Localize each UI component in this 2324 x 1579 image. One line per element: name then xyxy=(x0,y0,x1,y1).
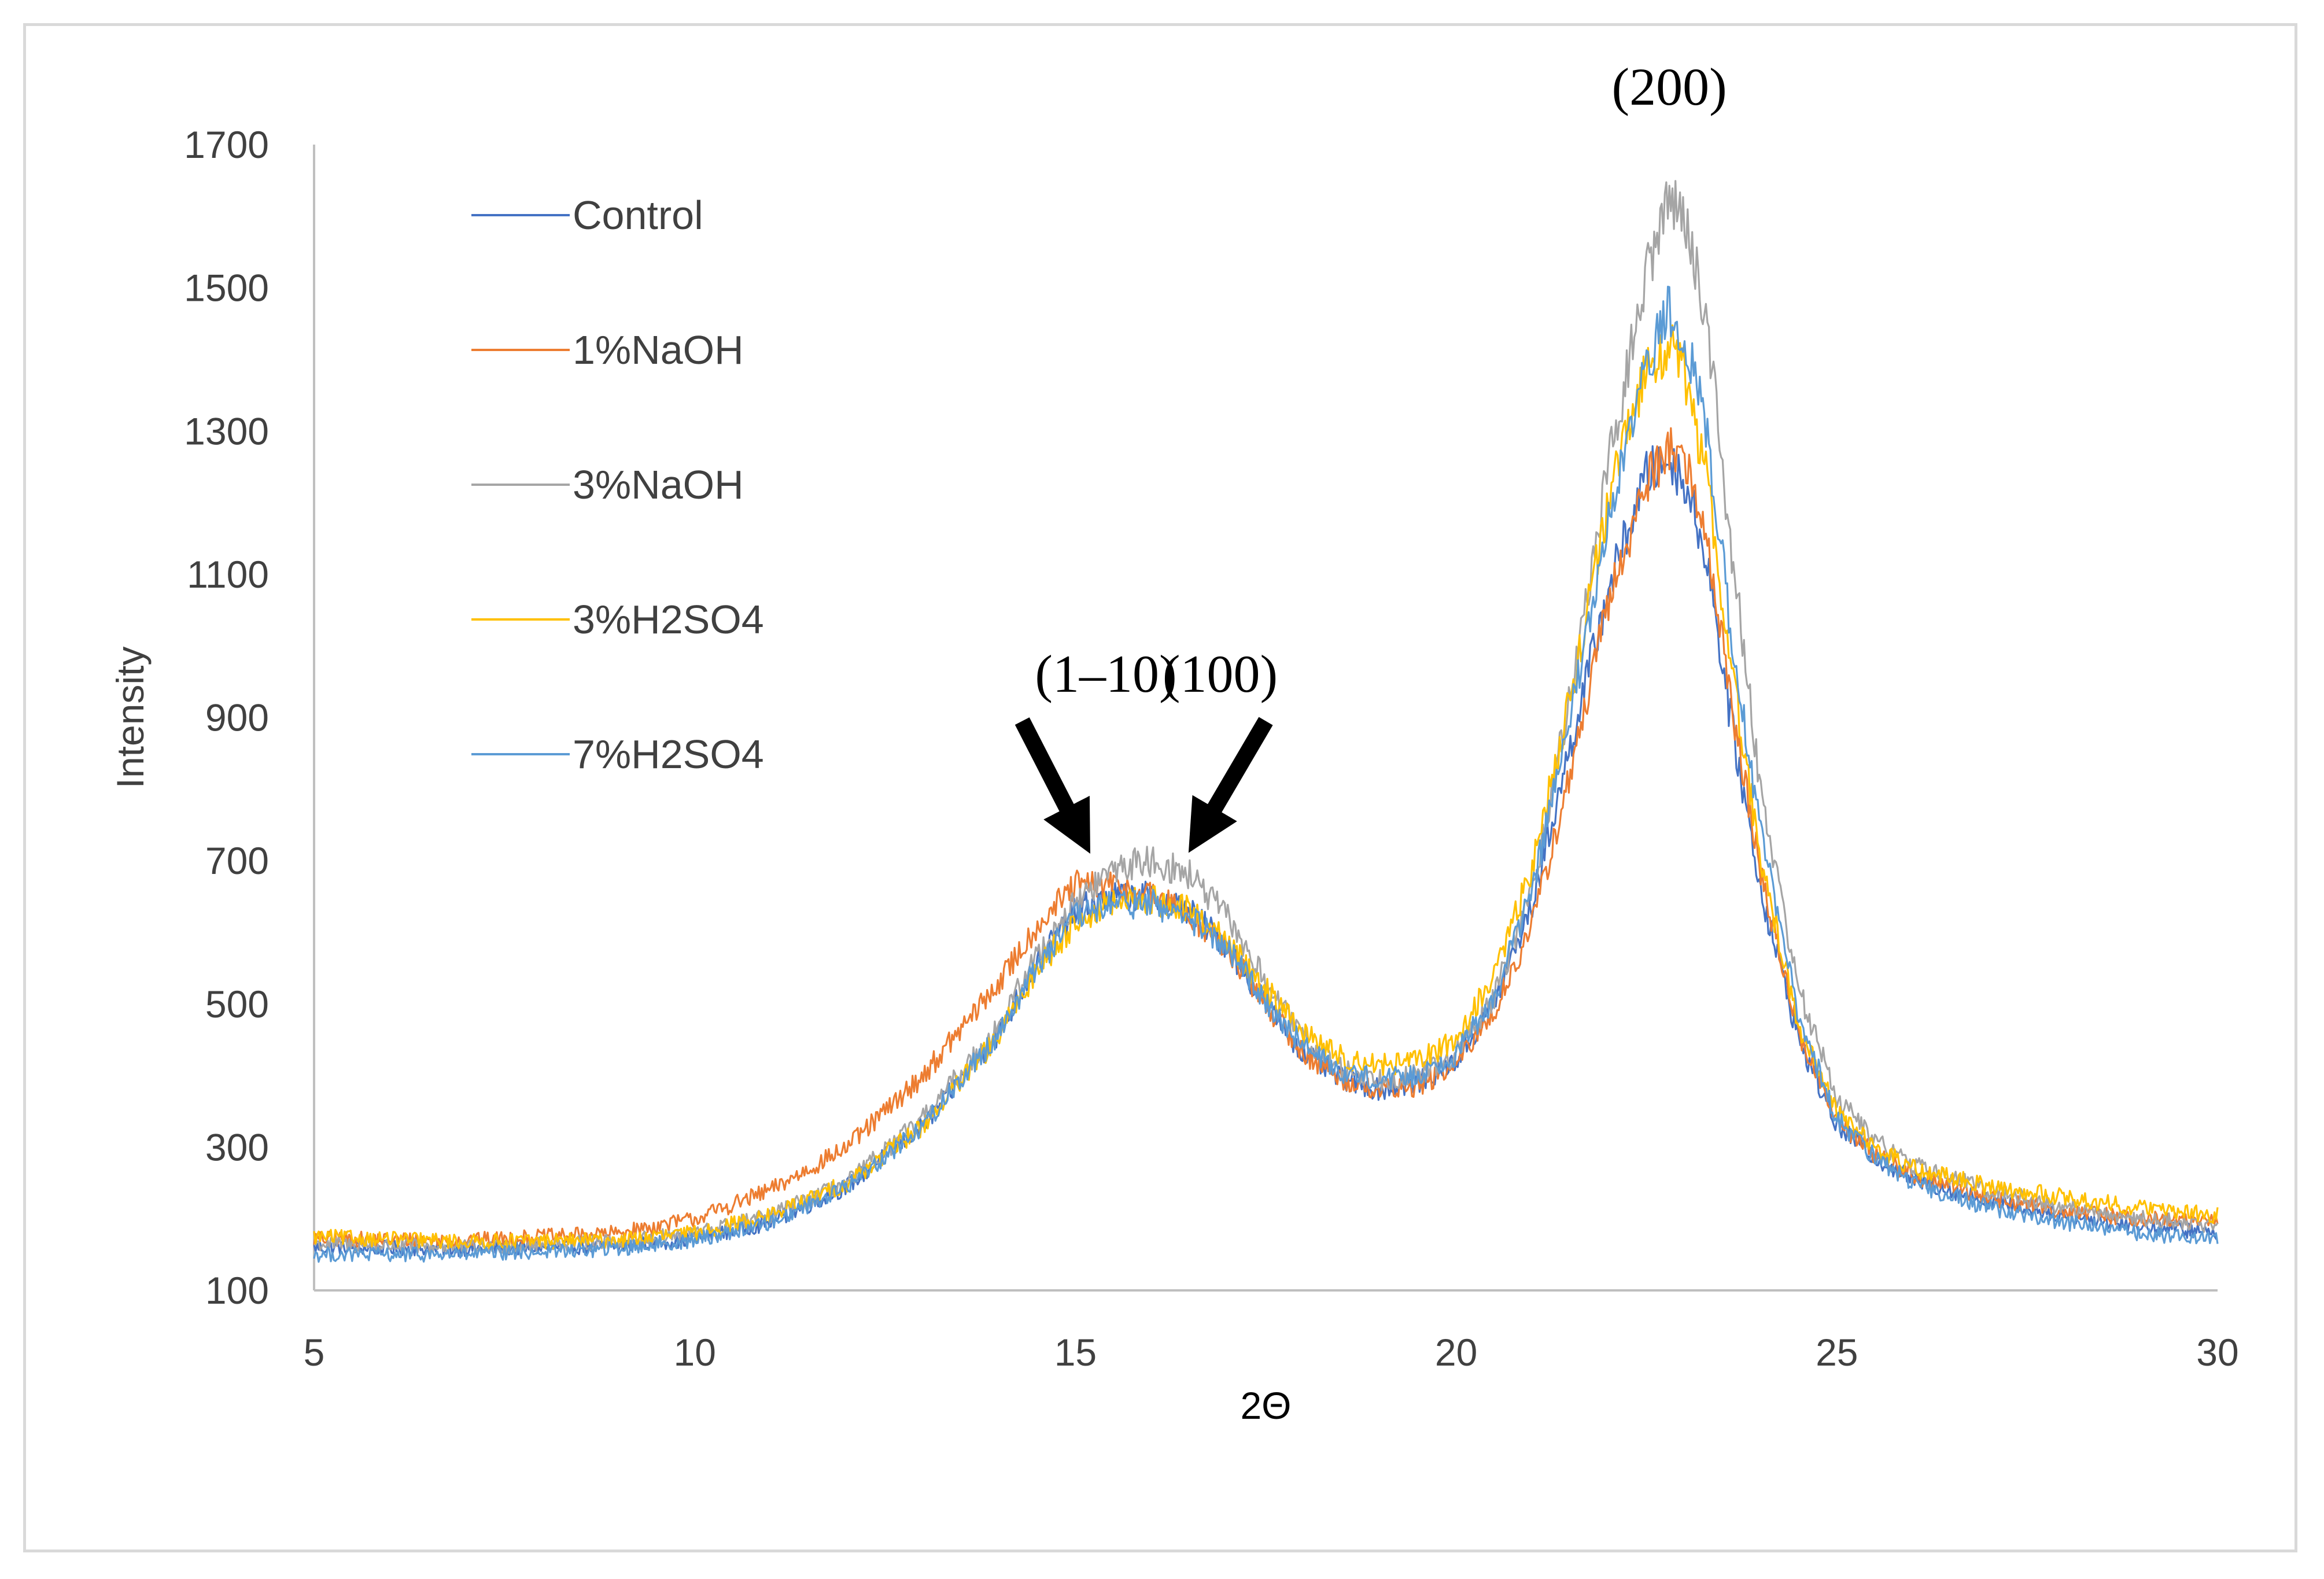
y-tick-label: 1700 xyxy=(184,123,269,166)
y-tick-label: 900 xyxy=(205,696,269,739)
axes xyxy=(313,145,2218,1292)
series-lines xyxy=(313,180,2219,1263)
peak-arrow xyxy=(1015,717,1090,854)
legend-entry: Control xyxy=(573,193,703,238)
y-tick-label: 100 xyxy=(205,1269,269,1312)
peak-annotation: (1–10) xyxy=(1035,644,1176,703)
x-tick-labels: 5 10 15 20 25 30 xyxy=(304,1331,2239,1374)
x-tick-label: 25 xyxy=(1816,1331,1858,1374)
legend-entry: 7%H2SO4 xyxy=(573,732,764,777)
x-tick-label: 15 xyxy=(1054,1331,1097,1374)
series-line-1 xyxy=(313,445,2218,1257)
peak-arrow xyxy=(1188,717,1273,853)
peak-annotation: (200) xyxy=(1612,57,1727,116)
x-tick-label: 20 xyxy=(1435,1331,1477,1374)
y-tick-label: 700 xyxy=(205,839,269,882)
series-line-5 xyxy=(313,286,2219,1263)
y-tick-label: 1500 xyxy=(184,267,269,309)
y-tick-labels: 100 300 500 700 900 1100 1300 1500 1700 xyxy=(184,123,269,1312)
legend-entry: 3%H2SO4 xyxy=(573,597,764,642)
y-axis-title: Intensity xyxy=(109,647,152,789)
x-tick-label: 30 xyxy=(2196,1331,2238,1374)
peak-annotation: (100) xyxy=(1163,644,1278,703)
series-line-4 xyxy=(313,324,2219,1250)
series-line-2 xyxy=(313,427,2219,1249)
y-tick-label: 1100 xyxy=(187,553,269,596)
y-tick-label: 300 xyxy=(205,1126,269,1168)
chart-frame xyxy=(23,23,2297,1552)
annotations: (200) (1–10)(100) xyxy=(1015,57,1727,854)
legend-entry: 1%NaOH xyxy=(573,327,744,372)
x-tick-label: 10 xyxy=(673,1331,715,1374)
y-tick-label: 1300 xyxy=(184,409,269,452)
legend-entry: 3%NaOH xyxy=(573,462,744,507)
legend: Control 1%NaOH 3%NaOH 3%H2SO4 7%H2SO4 xyxy=(471,193,764,777)
x-axis-title: 2Θ xyxy=(1240,1384,1291,1427)
x-tick-label: 5 xyxy=(304,1331,325,1374)
y-tick-label: 500 xyxy=(205,983,269,1025)
